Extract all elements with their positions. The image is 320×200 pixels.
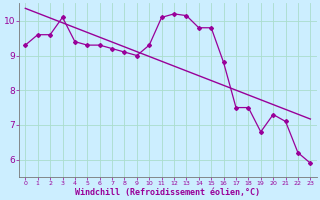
X-axis label: Windchill (Refroidissement éolien,°C): Windchill (Refroidissement éolien,°C)	[75, 188, 260, 197]
